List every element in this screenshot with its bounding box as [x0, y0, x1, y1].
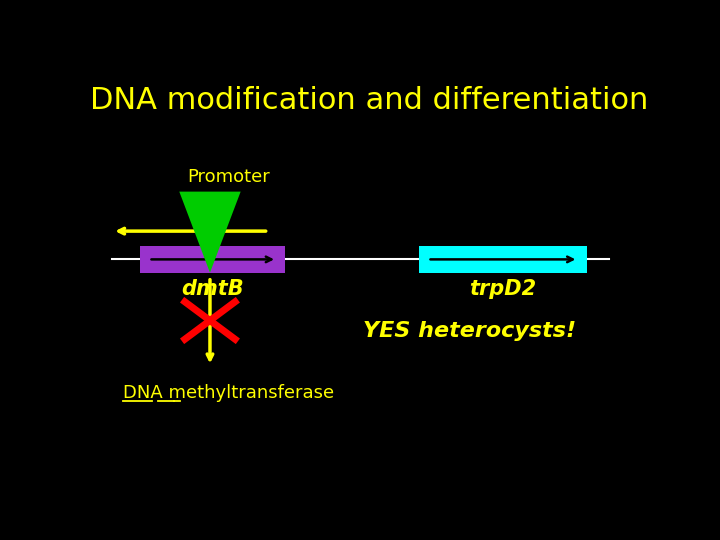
Bar: [419, 246, 587, 273]
Text: dmtB: dmtB: [181, 279, 244, 299]
Polygon shape: [179, 192, 240, 273]
Text: trpD2: trpD2: [469, 279, 536, 299]
Text: DNA modification and differentiation: DNA modification and differentiation: [90, 86, 648, 114]
Text: Promoter: Promoter: [188, 168, 271, 186]
Bar: [140, 246, 285, 273]
Text: YES heterocysts!: YES heterocysts!: [363, 321, 576, 341]
Text: DNA methyltransferase: DNA methyltransferase: [124, 384, 335, 402]
